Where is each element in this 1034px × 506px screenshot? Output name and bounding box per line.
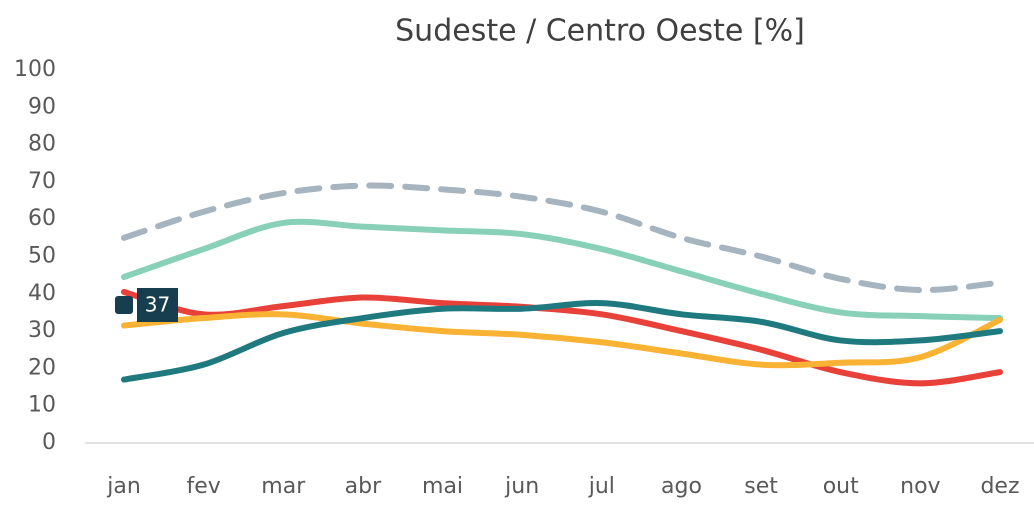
y-tick-label: 70 [28,169,56,194]
series-line [121,288,1003,387]
y-tick-label: 30 [28,318,56,343]
y-tick-label: 10 [28,393,56,418]
x-tick-label: fev [186,474,220,499]
x-tick-label: mar [261,474,306,499]
series-line [121,218,1003,322]
y-tick-label: 90 [28,94,56,119]
y-tick-label: 40 [28,281,56,306]
x-tick-label: jan [106,474,141,499]
point-marker [115,295,133,314]
data-label: 37 [145,292,170,316]
chart-title: Sudeste / Centro Oeste [%] [395,14,805,49]
x-tick-label: set [744,474,778,499]
x-tick-label: out [823,474,859,499]
series-line [121,300,1003,383]
y-tick-label: 50 [28,244,56,269]
data-label-box [137,287,178,322]
x-tick-label: mai [422,474,463,499]
x-tick-label: dez [980,474,1019,499]
y-tick-label: 0 [42,430,56,455]
series-line [121,311,1003,369]
x-tick-label: ago [661,474,702,499]
x-tick-label: jun [504,474,539,499]
x-tick-label: nov [900,474,940,499]
x-tick-label: abr [345,474,382,499]
series-line [121,182,1003,294]
y-tick-label: 80 [28,132,56,157]
y-tick-label: 60 [28,206,56,231]
x-tick-label: jul [588,474,615,499]
y-tick-label: 20 [28,355,56,380]
y-tick-label: 100 [14,57,56,82]
